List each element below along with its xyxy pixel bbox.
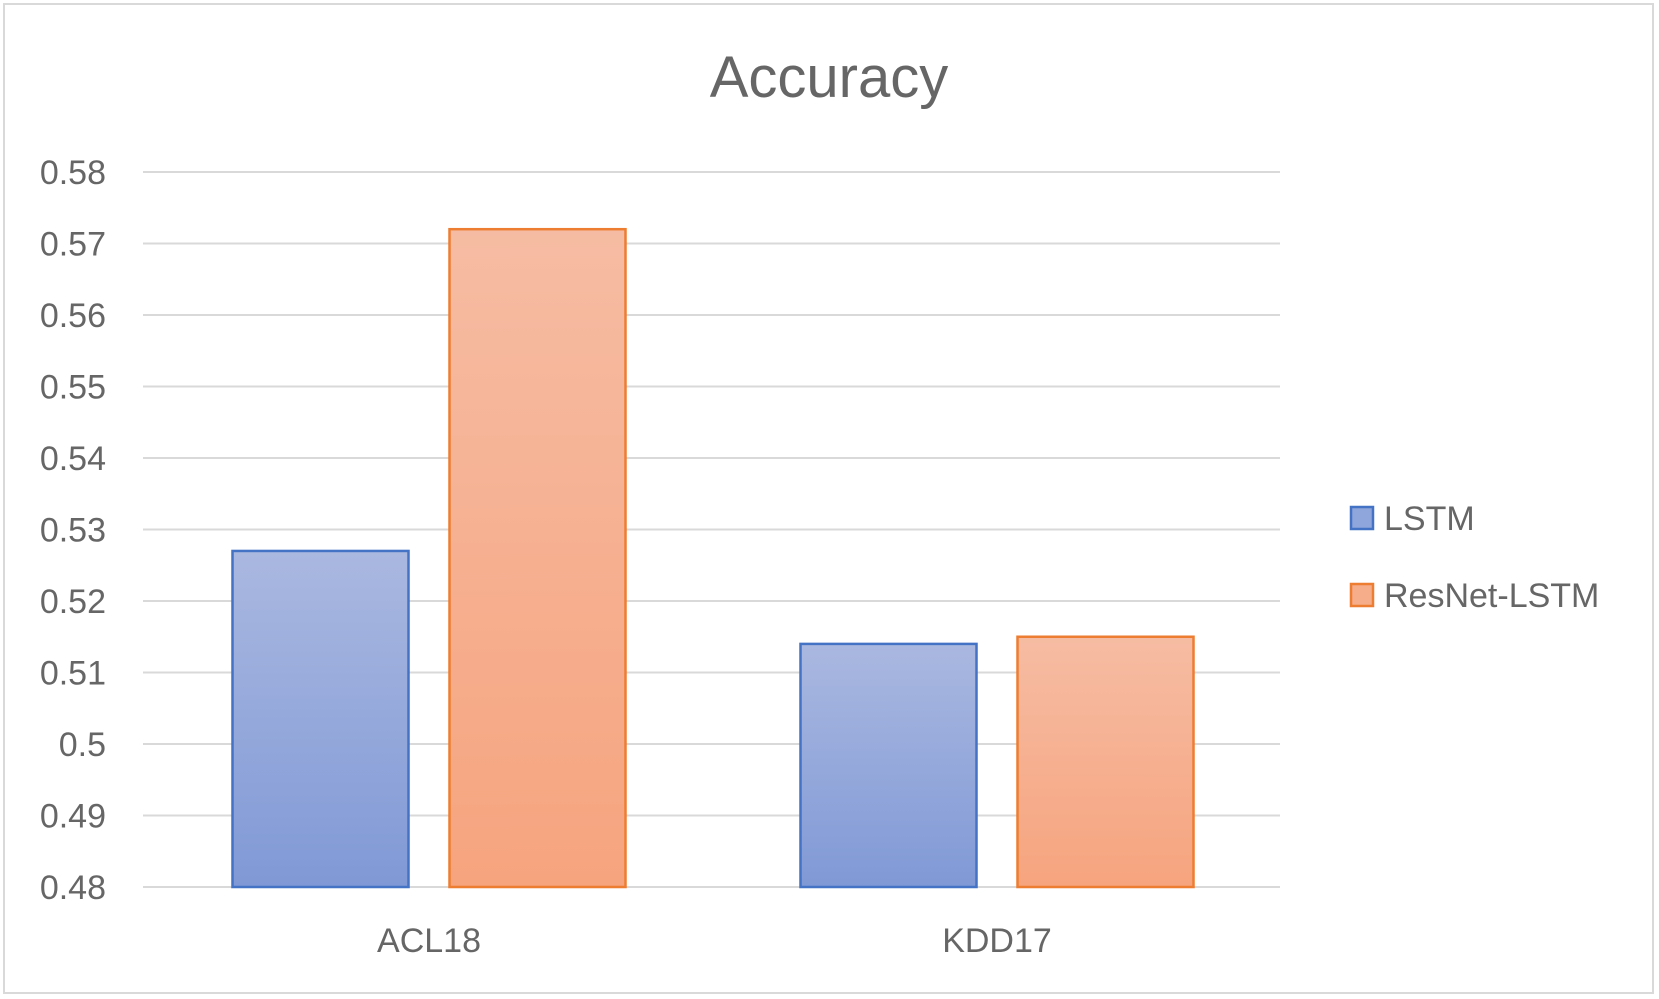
bar-resnet-lstm-kdd17: [1016, 635, 1195, 889]
y-tick-label: 0.51: [40, 655, 106, 693]
x-tick-label: KDD17: [942, 922, 1052, 960]
x-axis-ticks: ACL18 KDD17: [377, 922, 1052, 960]
y-tick-label: 0.54: [40, 440, 106, 478]
y-tick-label: 0.52: [40, 583, 106, 621]
legend-swatch-lstm: [1349, 505, 1375, 531]
chart-title: Accuracy: [710, 45, 949, 110]
bar-resnet-lstm-acl18: [448, 227, 627, 889]
legend-label: LSTM: [1384, 500, 1475, 538]
bar-lstm-acl18: [231, 549, 410, 889]
bars: [231, 227, 1195, 889]
legend: LSTM ResNet-LSTM: [1349, 500, 1599, 615]
x-tick-label: ACL18: [377, 922, 481, 960]
y-tick-label: 0.57: [40, 226, 106, 264]
y-tick-label: 0.48: [40, 869, 106, 907]
bar-lstm-kdd17: [799, 642, 978, 889]
y-tick-label: 0.5: [59, 726, 106, 764]
legend-label: ResNet-LSTM: [1384, 577, 1599, 615]
y-tick-label: 0.53: [40, 512, 106, 550]
y-tick-label: 0.58: [40, 154, 106, 192]
y-tick-label: 0.49: [40, 798, 106, 836]
y-axis-ticks: 0.58 0.57 0.56 0.55 0.54 0.53 0.52 0.51 0.5 0.49 0…: [40, 154, 106, 907]
y-tick-label: 0.56: [40, 297, 106, 335]
legend-swatch-resnet-lstm: [1349, 582, 1375, 608]
y-tick-label: 0.55: [40, 369, 106, 407]
